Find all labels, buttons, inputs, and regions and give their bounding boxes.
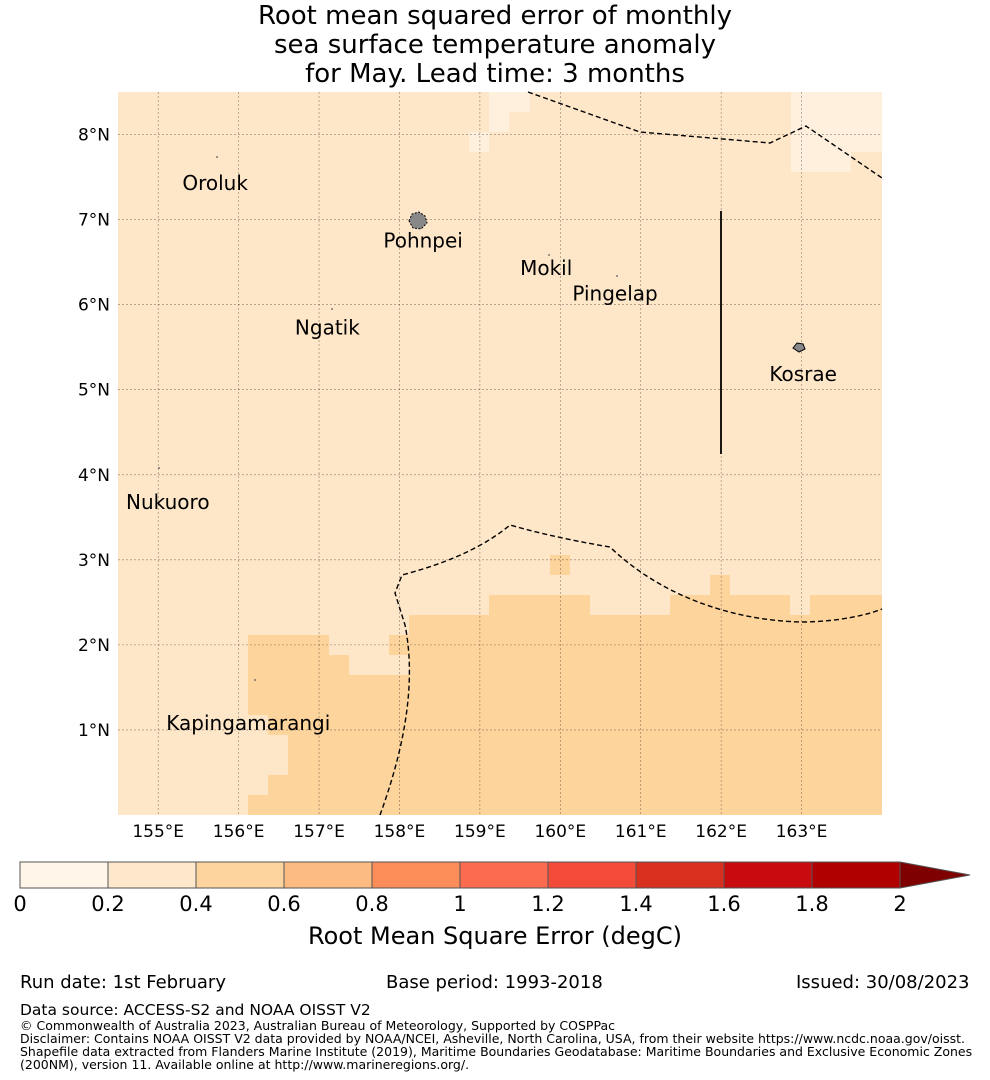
rmse-cell-high	[268, 775, 409, 795]
rmse-cell-high	[489, 595, 590, 615]
colorbar-swatch	[459, 861, 549, 889]
rmse-cell-high	[810, 595, 882, 615]
rmse-cell-high	[248, 795, 268, 815]
colorbar-tick-label: 0.6	[267, 892, 300, 916]
lat-tick-label: 8°N	[78, 126, 110, 146]
ngatik-atoll-dot	[331, 308, 333, 310]
rmse-cell-high	[389, 635, 409, 655]
rmse-cell-high	[550, 555, 570, 575]
base-period: Base period: 1993-2018	[386, 972, 603, 993]
colorbar-swatch	[371, 861, 461, 889]
rmse-cell-high	[268, 795, 409, 815]
eez-boundaries	[379, 91, 883, 816]
rmse-cell-high	[288, 735, 409, 775]
disclaimer-line-3: (200NM), version 11. Available online at…	[20, 1057, 470, 1072]
run-date: Run date: 1st February	[20, 972, 226, 993]
lon-tick-label: 159°E	[454, 822, 506, 842]
place-label-oroluk: Oroluk	[182, 171, 248, 195]
rmse-field	[118, 92, 882, 815]
colorbar-tick-label: 1	[453, 892, 466, 916]
colorbar-tick-label: 0.4	[179, 892, 212, 916]
title-line-1: Root mean squared error of monthly	[257, 1, 733, 31]
islands	[158, 156, 806, 681]
lat-tick-label: 3°N	[78, 551, 110, 571]
rmse-cell-high	[268, 715, 409, 735]
colorbar-tick-label: 1.4	[619, 892, 652, 916]
rmse-cell-low	[469, 132, 489, 152]
colorbar-swatch	[283, 861, 373, 889]
colorbar-tick-label: 1.6	[707, 892, 740, 916]
lon-tick-label: 163°E	[776, 822, 828, 842]
place-label-kosrae: Kosrae	[769, 362, 837, 386]
lon-tick-label: 160°E	[534, 822, 586, 842]
kapingamarangi-atoll-dot	[254, 679, 256, 681]
disclaimer-line-2: Shapefile data extracted from Flanders M…	[20, 1044, 973, 1059]
lon-tick-label: 155°E	[132, 822, 184, 842]
colorbar-swatch	[547, 861, 637, 889]
place-label-pohnpei: Pohnpei	[383, 229, 463, 253]
colorbar: 0 0.2 0.4 0.6 0.8 1 1.2 1.4 1.6 1.8 2	[13, 861, 971, 916]
nukuoro-atoll-dot	[158, 467, 160, 469]
colorbar-extend-arrow	[899, 861, 971, 889]
colorbar-tick-label: 0	[13, 892, 26, 916]
rmse-cell-high	[670, 595, 790, 615]
colorbar-tick-label: 0.8	[355, 892, 388, 916]
lon-tick-label: 161°E	[615, 822, 667, 842]
rmse-cell-high	[248, 635, 329, 655]
disclaimer-line-1: Disclaimer: Contains NOAA OISST V2 data …	[20, 1031, 965, 1046]
colorbar-swatch	[635, 861, 725, 889]
colorbar-swatch	[811, 861, 901, 889]
map-title: Root mean squared error of monthly sea s…	[0, 2, 990, 89]
colorbar-tick-label: 0.2	[91, 892, 124, 916]
colorbar-swatch	[107, 861, 197, 889]
rmse-cell-low	[489, 112, 509, 132]
rmse-cell-high	[248, 655, 349, 675]
lat-tick-label: 5°N	[78, 381, 110, 401]
rmse-cell-low	[489, 92, 530, 112]
lon-tick-label: 158°E	[374, 822, 426, 842]
colorbar-swatch	[19, 861, 109, 889]
rmse-cell-high	[409, 615, 882, 815]
lon-tick-label: 156°E	[213, 822, 265, 842]
lon-tick-label: 162°E	[695, 822, 747, 842]
pingelap-atoll-dot	[616, 275, 618, 277]
eez-boundary-north	[527, 91, 883, 179]
copyright-notice: © Commonwealth of Australia 2023, Austra…	[20, 1018, 615, 1033]
colorbar-tick-label: 2	[893, 892, 906, 916]
title-line-2: sea surface temperature anomaly	[274, 30, 716, 60]
lat-tick-label: 6°N	[78, 296, 110, 316]
lon-tick-label: 157°E	[293, 822, 345, 842]
data-source: Data source: ACCESS-S2 and NOAA OISST V2	[20, 1001, 371, 1019]
colorbar-swatch	[195, 861, 285, 889]
title-line-3: for May. Lead time: 3 months	[305, 59, 685, 89]
mokil-atoll-dot	[548, 254, 550, 256]
rmse-cell-low	[791, 152, 851, 172]
colorbar-tick-label: 1.8	[795, 892, 828, 916]
axis-tick-labels: 155°E 156°E 157°E 158°E 159°E 160°E 161°E 162°E…	[78, 126, 827, 842]
kosrae-island-shape	[792, 342, 806, 353]
place-label-nukuoro: Nukuoro	[126, 490, 210, 514]
colorbar-label: Root Mean Square Error (degC)	[308, 922, 682, 950]
graticule	[118, 92, 882, 815]
colorbar-swatch	[723, 861, 813, 889]
lat-tick-label: 4°N	[78, 466, 110, 486]
place-label-ngatik: Ngatik	[295, 315, 360, 339]
place-label-kapingamarangi: Kapingamarangi	[166, 711, 330, 735]
oroluk-atoll-dot	[216, 156, 218, 158]
colorbar-tick-label: 1.2	[531, 892, 564, 916]
lat-tick-label: 2°N	[78, 636, 110, 656]
rmse-cell-high	[248, 675, 409, 715]
pohnpei-island-shape	[408, 211, 428, 230]
rmse-cell-high	[710, 575, 730, 595]
lat-tick-label: 7°N	[78, 211, 110, 231]
place-label-pingelap: Pingelap	[572, 281, 657, 305]
lat-tick-label: 1°N	[78, 721, 110, 741]
issued-date: Issued: 30/08/2023	[796, 972, 970, 993]
place-label-mokil: Mokil	[520, 256, 572, 280]
rmse-cell-low	[791, 92, 882, 152]
eez-boundary-south	[379, 524, 883, 816]
